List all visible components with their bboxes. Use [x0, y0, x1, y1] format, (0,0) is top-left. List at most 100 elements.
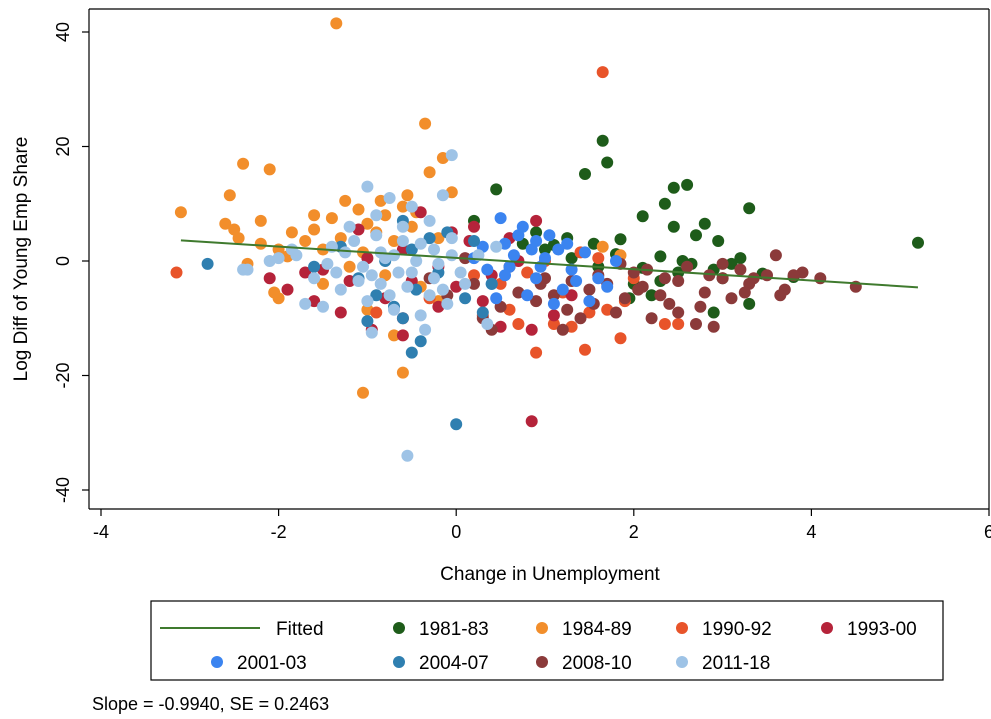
- data-point-2011-18: [388, 249, 400, 262]
- data-point-1990-92: [672, 318, 685, 330]
- data-point-2001-03: [547, 297, 560, 310]
- data-point-2001-03: [499, 269, 511, 282]
- data-point-2011-18: [339, 246, 352, 259]
- data-point-2011-18: [441, 297, 454, 310]
- data-point-2008-10: [761, 269, 773, 282]
- data-point-1981-83: [539, 243, 551, 256]
- legend-swatch-1990-92: [676, 622, 688, 634]
- data-point-1993-00: [263, 272, 276, 285]
- data-point-2008-10: [769, 249, 782, 262]
- data-point-1984-89: [308, 223, 321, 236]
- data-point-2008-10: [747, 272, 760, 285]
- data-point-1990-92: [579, 343, 591, 356]
- data-point-1981-83: [712, 235, 725, 247]
- data-point-1984-89: [388, 235, 400, 247]
- data-point-2008-10: [707, 320, 720, 333]
- data-point-2008-10: [556, 323, 569, 336]
- data-point-2011-18: [365, 269, 378, 282]
- data-point-1984-89: [325, 212, 338, 225]
- data-point-2008-10: [468, 277, 480, 290]
- data-point-2008-10: [681, 260, 694, 273]
- data-point-2008-10: [610, 306, 622, 319]
- data-point-1984-89: [419, 117, 432, 130]
- data-point-2011-18: [445, 249, 458, 262]
- data-point-2011-18: [423, 214, 436, 227]
- data-point-1984-89: [379, 209, 392, 222]
- data-point-1984-89: [401, 189, 414, 202]
- data-point-2001-03: [601, 280, 614, 293]
- data-point-1984-89: [317, 277, 329, 290]
- data-point-1984-89: [334, 232, 347, 245]
- legend-label-2011-18: 2011-18: [702, 653, 770, 674]
- slope-annotation: Slope = -0.9940, SE = 0.2463: [92, 694, 330, 714]
- data-point-2008-10: [583, 283, 596, 296]
- x-ticks: -4 -2 0 2 4 6: [93, 509, 991, 542]
- data-point-1984-89: [330, 17, 343, 30]
- legend: Fitted 1981-83 1984-89 1990-92 1993-00 2001-0…: [160, 619, 917, 674]
- data-point-2001-03: [490, 292, 503, 305]
- data-point-2011-18: [308, 272, 321, 285]
- data-point-2008-10: [663, 297, 676, 310]
- data-point-2011-18: [357, 260, 369, 273]
- data-point-2001-03: [561, 237, 574, 250]
- y-axis-title: Log Diff of Young Emp Share: [11, 137, 32, 382]
- data-point-2004-07: [485, 277, 498, 290]
- legend-label-2001-03: 2001-03: [237, 653, 307, 674]
- data-point-1981-83: [698, 217, 711, 230]
- data-point-1984-89: [396, 366, 409, 379]
- legend-swatch-2004-07: [393, 656, 405, 668]
- y-tick-label: -40: [53, 477, 73, 503]
- data-point-2004-07: [308, 260, 321, 273]
- data-point-2008-10: [632, 283, 645, 296]
- data-point-2008-10: [703, 269, 716, 282]
- data-point-2011-18: [370, 209, 383, 222]
- data-point-1981-83: [707, 306, 720, 319]
- data-point-1984-89: [299, 235, 312, 247]
- data-point-1981-83: [667, 220, 680, 233]
- data-point-1984-89: [361, 217, 374, 230]
- data-point-1993-00: [396, 329, 409, 342]
- data-point-1993-00: [530, 214, 543, 227]
- data-point-1993-00: [396, 243, 409, 256]
- data-point-2001-03: [530, 235, 543, 247]
- data-point-1981-83: [667, 181, 680, 194]
- data-point-2008-10: [725, 292, 738, 305]
- data-point-1981-83: [530, 226, 543, 239]
- data-point-2011-18: [396, 235, 409, 247]
- data-point-2011-18: [317, 300, 329, 313]
- data-point-2011-18: [423, 289, 436, 302]
- data-point-2004-07: [396, 312, 409, 325]
- data-point-2001-03: [592, 272, 605, 285]
- data-point-1993-00: [525, 415, 538, 428]
- x-tick-label: -2: [271, 522, 287, 542]
- data-point-1993-00: [299, 266, 312, 279]
- data-point-2011-18: [410, 255, 423, 267]
- data-point-2011-18: [432, 257, 445, 270]
- data-point-1984-89: [228, 223, 241, 236]
- data-point-2004-07: [414, 335, 427, 348]
- data-point-2011-18: [237, 263, 250, 276]
- data-point-2011-18: [428, 243, 440, 256]
- y-tick-label: 0: [53, 256, 73, 266]
- data-point-2008-10: [734, 263, 747, 276]
- data-point-2011-18: [348, 235, 361, 247]
- data-point-1984-89: [432, 232, 445, 245]
- data-point-1981-83: [636, 210, 649, 223]
- data-point-2011-18: [454, 266, 467, 279]
- data-point-2008-10: [672, 275, 685, 287]
- data-point-1993-00: [468, 220, 480, 233]
- data-point-2008-10: [690, 318, 702, 330]
- data-point-2001-03: [552, 243, 565, 256]
- data-point-2011-18: [401, 280, 414, 293]
- data-point-2011-18: [383, 192, 396, 204]
- data-point-1981-83: [912, 236, 924, 249]
- data-point-2008-10: [774, 289, 787, 302]
- legend-swatch-2008-10: [536, 656, 548, 668]
- data-point-1990-92: [512, 318, 525, 330]
- data-point-2011-18: [445, 232, 458, 245]
- data-point-2011-18: [392, 266, 405, 279]
- data-point-1984-89: [339, 194, 352, 207]
- data-point-2004-07: [423, 232, 436, 245]
